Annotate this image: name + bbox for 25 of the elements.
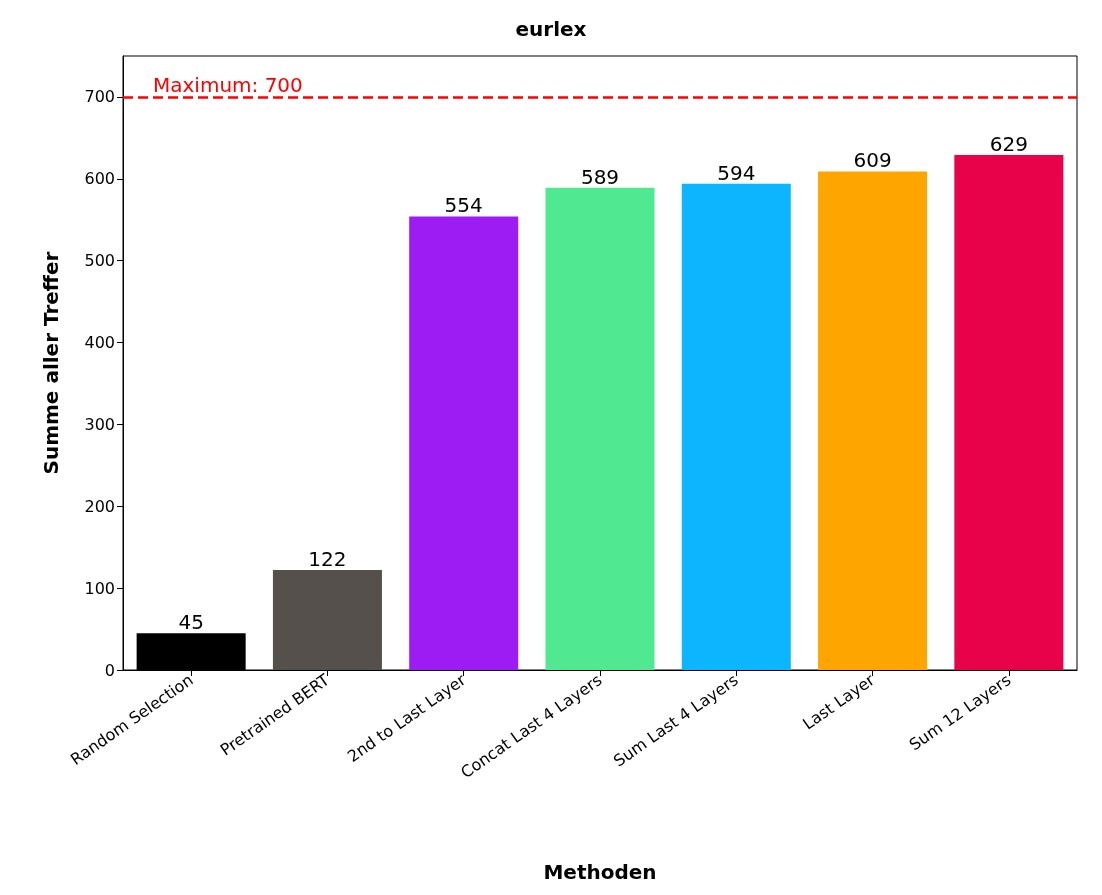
y-tick-label: 400 [84, 333, 115, 353]
y-tick-label: 100 [84, 578, 115, 598]
y-tick-label: 300 [84, 414, 115, 434]
x-axis-title: Methoden [543, 860, 657, 884]
y-tick-label: 600 [84, 169, 115, 189]
data-label: 609 [853, 148, 892, 173]
y-axis-title: Summe aller Treffer [39, 251, 63, 475]
data-label: 629 [989, 132, 1028, 157]
bar [545, 187, 655, 670]
data-label: 45 [178, 610, 204, 635]
ref-line-label: Maximum: 700 [153, 72, 303, 97]
bar [681, 183, 791, 670]
y-tick-label: 0 [104, 660, 115, 680]
y-tick-label: 500 [84, 251, 115, 271]
data-label: 122 [308, 547, 347, 572]
bar [818, 171, 928, 670]
bar [272, 570, 382, 670]
data-label: 554 [444, 193, 483, 218]
y-tick-label: 200 [84, 496, 115, 516]
bar [409, 216, 519, 670]
bar [954, 155, 1064, 670]
chart-title: eurlex [515, 17, 587, 41]
data-label: 594 [717, 160, 756, 185]
y-tick-label: 700 [84, 87, 115, 107]
data-label: 589 [580, 164, 620, 189]
